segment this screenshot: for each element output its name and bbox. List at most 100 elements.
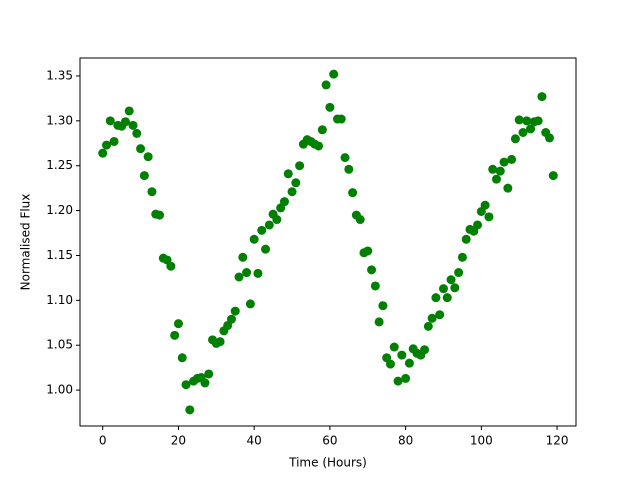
data-point (423, 321, 433, 331)
data-point (435, 310, 445, 320)
data-point (348, 188, 358, 198)
data-point (257, 225, 267, 235)
y-tick-label: 1.20 (46, 203, 73, 217)
y-tick-label: 1.35 (46, 68, 73, 82)
data-point (170, 330, 180, 340)
data-point (204, 369, 214, 379)
data-point (253, 268, 263, 278)
data-point (105, 116, 115, 126)
data-point (340, 153, 350, 163)
data-point (124, 106, 134, 116)
x-tick-label: 80 (398, 434, 413, 448)
data-point (261, 244, 271, 254)
data-point (181, 380, 191, 390)
data-point (484, 212, 494, 222)
data-point (393, 376, 403, 386)
data-point (238, 252, 248, 262)
data-point (177, 353, 187, 363)
data-point (522, 116, 532, 126)
data-point (249, 234, 259, 244)
data-point (491, 174, 501, 184)
data-point (329, 69, 339, 79)
data-point (457, 252, 467, 262)
data-point (287, 187, 297, 197)
y-tick-label: 1.15 (46, 248, 73, 262)
x-tick-label: 0 (99, 434, 107, 448)
data-point (226, 314, 236, 324)
data-point (473, 220, 483, 230)
data-point (510, 134, 520, 144)
data-point (363, 246, 373, 256)
data-point (378, 301, 388, 311)
data-point (374, 317, 384, 327)
data-point (120, 117, 130, 127)
data-point (389, 342, 399, 352)
x-tick-label: 120 (546, 434, 569, 448)
y-tick-label: 1.30 (46, 113, 73, 127)
y-tick-label: 1.25 (46, 158, 73, 172)
data-point (230, 306, 240, 316)
data-point (98, 148, 108, 158)
x-tick-label: 40 (247, 434, 262, 448)
data-point (355, 215, 365, 225)
data-point (480, 200, 490, 210)
data-point (155, 210, 165, 220)
data-point (325, 102, 335, 112)
data-point (136, 144, 146, 154)
data-point (526, 124, 536, 134)
data-point (438, 284, 448, 294)
data-point (495, 166, 505, 176)
y-axis-label: Normalised Flux (19, 194, 33, 291)
data-point (401, 373, 411, 383)
data-point (272, 215, 282, 225)
plot-frame (79, 57, 577, 427)
y-tick-label: 1.00 (46, 383, 73, 397)
data-point (537, 92, 547, 102)
x-axis-label: Time (Hours) (288, 456, 367, 470)
data-point (397, 350, 407, 360)
data-point (385, 359, 395, 369)
x-tick-label: 60 (322, 434, 337, 448)
data-point (317, 125, 327, 135)
data-point (404, 358, 414, 368)
data-point (344, 164, 354, 174)
data-point (420, 345, 430, 355)
data-point (173, 319, 183, 329)
data-point (245, 299, 255, 309)
data-point (234, 272, 244, 282)
data-point (295, 161, 305, 171)
data-point (370, 281, 380, 291)
data-point (264, 220, 274, 230)
data-point (291, 178, 301, 188)
data-point (143, 152, 153, 162)
data-point (450, 283, 460, 293)
data-point (518, 127, 528, 137)
data-point (279, 197, 289, 207)
data-point (503, 183, 513, 193)
data-point (147, 187, 157, 197)
data-point (461, 234, 471, 244)
data-point (139, 171, 149, 181)
data-point (242, 268, 252, 278)
data-point (102, 140, 112, 150)
data-point (514, 115, 524, 125)
data-point (109, 136, 119, 146)
data-point (548, 171, 558, 181)
y-tick-label: 1.10 (46, 293, 73, 307)
y-tick-label: 1.05 (46, 338, 73, 352)
data-point (166, 261, 176, 271)
data-point (283, 169, 293, 179)
data-point (454, 268, 464, 278)
data-point (321, 80, 331, 90)
data-point (533, 116, 543, 126)
data-point (446, 275, 456, 285)
data-point (215, 337, 225, 347)
data-point (200, 378, 210, 388)
x-tick-label: 100 (470, 434, 493, 448)
x-tick-label: 20 (171, 434, 186, 448)
data-point (185, 405, 195, 415)
data-point (427, 313, 437, 323)
data-point (367, 265, 377, 275)
